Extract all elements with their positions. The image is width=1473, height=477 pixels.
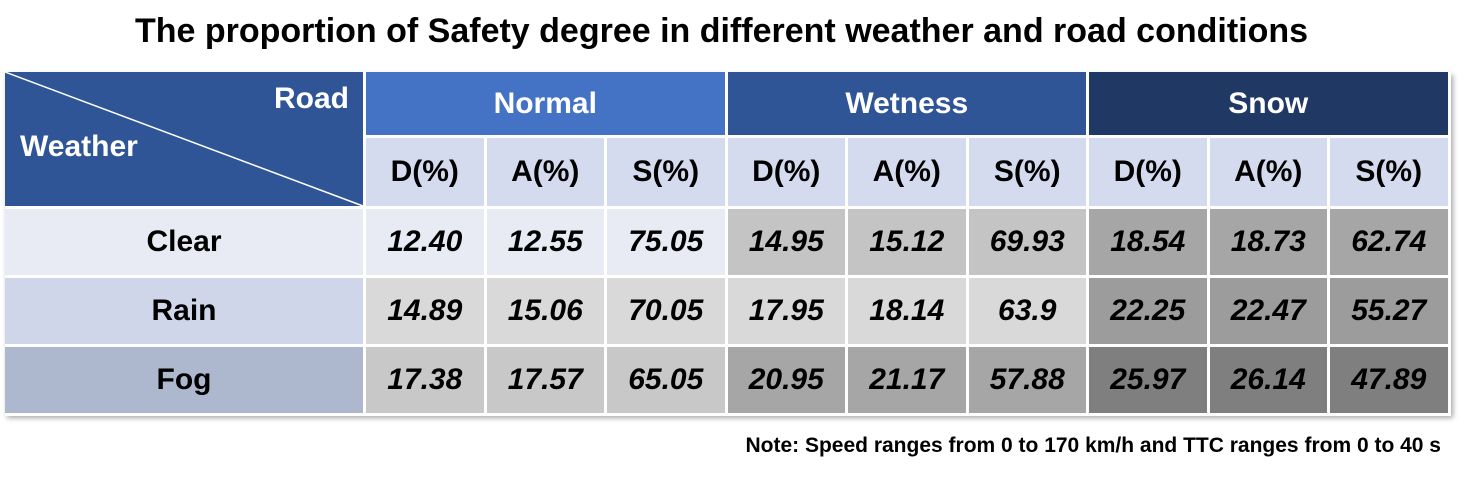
row-label-fog: Fog [5, 347, 366, 416]
column-group-normal: Normal [366, 72, 728, 138]
column-header-normal-2: S(%) [607, 138, 728, 209]
table-cell: 15.12 [848, 209, 969, 278]
column-header-normal-0: D(%) [366, 138, 487, 209]
column-header-snow-0: D(%) [1089, 138, 1210, 209]
table-cell: 14.89 [366, 278, 487, 347]
weather-axis-label: Weather [20, 130, 138, 163]
table-cell: 65.05 [607, 347, 728, 416]
table-cell: 12.55 [486, 209, 607, 278]
table-cell: 62.74 [1330, 209, 1451, 278]
table-cell: 21.17 [848, 347, 969, 416]
row-label-rain: Rain [5, 278, 366, 347]
table-cell: 63.9 [968, 278, 1089, 347]
column-group-snow: Snow [1089, 72, 1451, 138]
table-cell: 75.05 [607, 209, 728, 278]
column-header-snow-1: A(%) [1209, 138, 1330, 209]
table-cell: 22.47 [1209, 278, 1330, 347]
table-cell: 15.06 [486, 278, 607, 347]
safety-degree-table: Road Weather Normal D(%) A(%) S(%) Wetness D(… [5, 72, 1451, 416]
column-header-wetness-2: S(%) [968, 138, 1089, 209]
corner-header: Road Weather [5, 72, 366, 209]
column-group-wetness: Wetness [727, 72, 1089, 138]
column-header-snow-2: S(%) [1330, 138, 1451, 209]
chart-title: The proportion of Safety degree in diffe… [134, 12, 1309, 50]
table-cell: 25.97 [1089, 347, 1210, 416]
table-cell: 18.54 [1089, 209, 1210, 278]
table-cell: 17.57 [486, 347, 607, 416]
column-header-normal-1: A(%) [486, 138, 607, 209]
table-cell: 12.40 [366, 209, 487, 278]
column-header-wetness-0: D(%) [727, 138, 848, 209]
table-cell: 18.14 [848, 278, 969, 347]
table-cell: 18.73 [1209, 209, 1330, 278]
row-label-clear: Clear [5, 209, 366, 278]
corner-diagonal [5, 72, 364, 207]
table-cell: 26.14 [1209, 347, 1330, 416]
table-cell: 47.89 [1330, 347, 1451, 416]
table-cell: 17.38 [366, 347, 487, 416]
table-cell: 55.27 [1330, 278, 1451, 347]
table-cell: 20.95 [727, 347, 848, 416]
road-axis-label: Road [274, 82, 349, 115]
table-cell: 70.05 [607, 278, 728, 347]
table-cell: 57.88 [968, 347, 1089, 416]
table-cell: 14.95 [727, 209, 848, 278]
table-cell: 17.95 [727, 278, 848, 347]
table-cell: 69.93 [968, 209, 1089, 278]
column-header-wetness-1: A(%) [848, 138, 969, 209]
table-cell: 22.25 [1089, 278, 1210, 347]
footnote: Note: Speed ranges from 0 to 170 km/h an… [745, 434, 1441, 457]
